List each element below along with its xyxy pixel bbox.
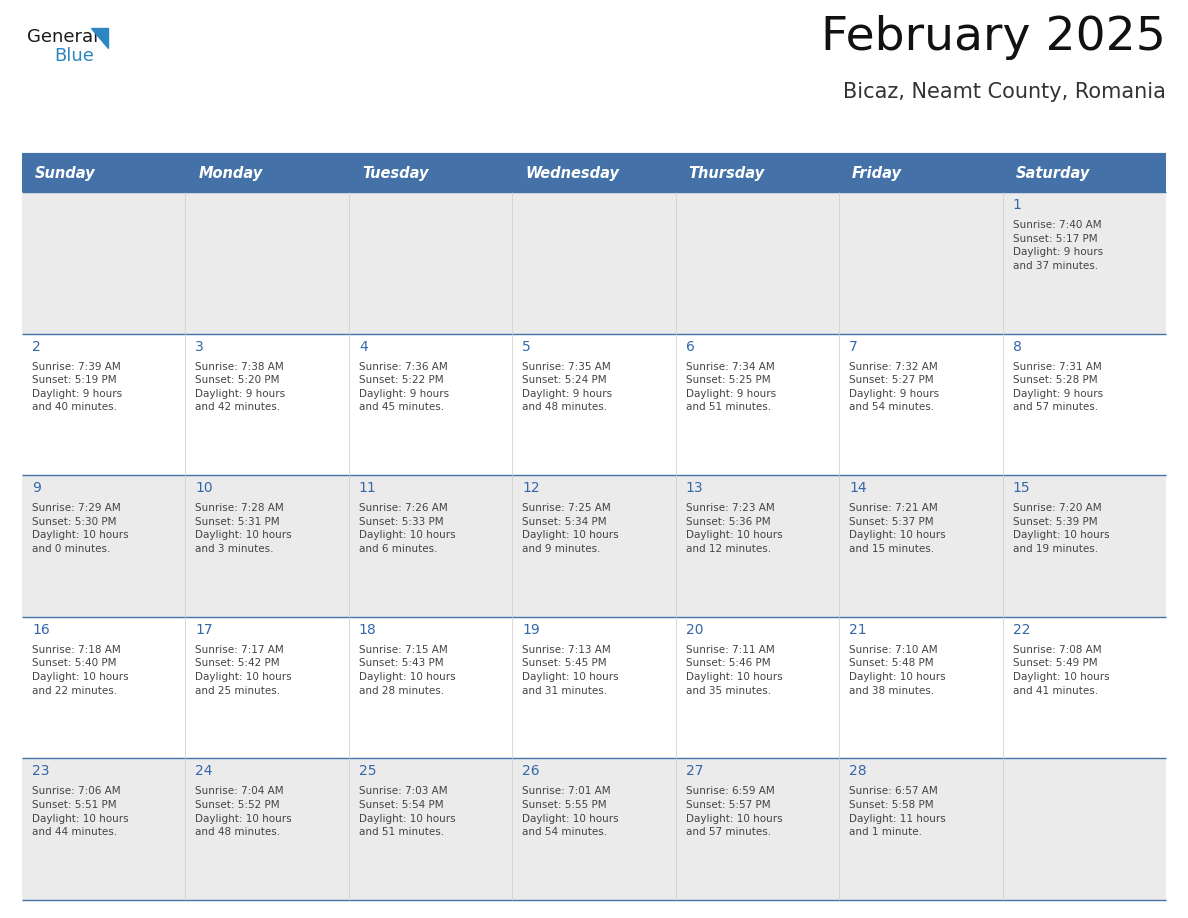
Text: 7: 7 [849,340,858,353]
Text: Sunrise: 7:40 AM
Sunset: 5:17 PM
Daylight: 9 hours
and 37 minutes.: Sunrise: 7:40 AM Sunset: 5:17 PM Dayligh… [1012,220,1102,271]
Text: Sunday: Sunday [34,166,95,181]
Text: 3: 3 [196,340,204,353]
Text: Sunrise: 7:39 AM
Sunset: 5:19 PM
Daylight: 9 hours
and 40 minutes.: Sunrise: 7:39 AM Sunset: 5:19 PM Dayligh… [32,362,122,412]
Text: Sunrise: 7:34 AM
Sunset: 5:25 PM
Daylight: 9 hours
and 51 minutes.: Sunrise: 7:34 AM Sunset: 5:25 PM Dayligh… [685,362,776,412]
Text: Sunrise: 7:26 AM
Sunset: 5:33 PM
Daylight: 10 hours
and 6 minutes.: Sunrise: 7:26 AM Sunset: 5:33 PM Dayligh… [359,503,455,554]
Text: 14: 14 [849,481,867,495]
Text: Sunrise: 7:31 AM
Sunset: 5:28 PM
Daylight: 9 hours
and 57 minutes.: Sunrise: 7:31 AM Sunset: 5:28 PM Dayligh… [1012,362,1102,412]
Text: 26: 26 [523,765,539,778]
Text: 23: 23 [32,765,50,778]
Text: 4: 4 [359,340,367,353]
Text: Thursday: Thursday [689,166,765,181]
Text: Sunrise: 7:10 AM
Sunset: 5:48 PM
Daylight: 10 hours
and 38 minutes.: Sunrise: 7:10 AM Sunset: 5:48 PM Dayligh… [849,644,946,696]
Text: 18: 18 [359,622,377,637]
Text: Saturday: Saturday [1016,166,1089,181]
Text: 11: 11 [359,481,377,495]
Text: 15: 15 [1012,481,1030,495]
Bar [185,155,349,192]
Bar [23,617,1165,758]
Text: Sunrise: 7:08 AM
Sunset: 5:49 PM
Daylight: 10 hours
and 41 minutes.: Sunrise: 7:08 AM Sunset: 5:49 PM Dayligh… [1012,644,1110,696]
Polygon shape [91,28,108,48]
Text: 10: 10 [196,481,213,495]
Text: 19: 19 [523,622,541,637]
Text: Friday: Friday [852,166,902,181]
Text: Wednesday: Wednesday [525,166,619,181]
Text: 28: 28 [849,765,867,778]
Text: 25: 25 [359,765,377,778]
Text: Sunrise: 7:18 AM
Sunset: 5:40 PM
Daylight: 10 hours
and 22 minutes.: Sunrise: 7:18 AM Sunset: 5:40 PM Dayligh… [32,644,128,696]
Text: 13: 13 [685,481,703,495]
Text: Sunrise: 7:35 AM
Sunset: 5:24 PM
Daylight: 9 hours
and 48 minutes.: Sunrise: 7:35 AM Sunset: 5:24 PM Dayligh… [523,362,612,412]
Text: 5: 5 [523,340,531,353]
Text: 9: 9 [32,481,40,495]
Bar [23,758,1165,900]
Text: 1: 1 [1012,198,1022,212]
Text: 17: 17 [196,622,213,637]
Text: 12: 12 [523,481,539,495]
Text: Sunrise: 7:11 AM
Sunset: 5:46 PM
Daylight: 10 hours
and 35 minutes.: Sunrise: 7:11 AM Sunset: 5:46 PM Dayligh… [685,644,783,696]
Text: General: General [27,28,99,46]
Text: Sunrise: 7:01 AM
Sunset: 5:55 PM
Daylight: 10 hours
and 54 minutes.: Sunrise: 7:01 AM Sunset: 5:55 PM Dayligh… [523,787,619,837]
Bar [23,192,1165,333]
Text: Sunrise: 6:59 AM
Sunset: 5:57 PM
Daylight: 10 hours
and 57 minutes.: Sunrise: 6:59 AM Sunset: 5:57 PM Dayligh… [685,787,783,837]
Text: Sunrise: 6:57 AM
Sunset: 5:58 PM
Daylight: 11 hours
and 1 minute.: Sunrise: 6:57 AM Sunset: 5:58 PM Dayligh… [849,787,946,837]
Text: Sunrise: 7:13 AM
Sunset: 5:45 PM
Daylight: 10 hours
and 31 minutes.: Sunrise: 7:13 AM Sunset: 5:45 PM Dayligh… [523,644,619,696]
Text: Sunrise: 7:29 AM
Sunset: 5:30 PM
Daylight: 10 hours
and 0 minutes.: Sunrise: 7:29 AM Sunset: 5:30 PM Dayligh… [32,503,128,554]
Text: Sunrise: 7:36 AM
Sunset: 5:22 PM
Daylight: 9 hours
and 45 minutes.: Sunrise: 7:36 AM Sunset: 5:22 PM Dayligh… [359,362,449,412]
Text: Sunrise: 7:03 AM
Sunset: 5:54 PM
Daylight: 10 hours
and 51 minutes.: Sunrise: 7:03 AM Sunset: 5:54 PM Dayligh… [359,787,455,837]
Text: Sunrise: 7:17 AM
Sunset: 5:42 PM
Daylight: 10 hours
and 25 minutes.: Sunrise: 7:17 AM Sunset: 5:42 PM Dayligh… [196,644,292,696]
Text: February 2025: February 2025 [821,15,1165,60]
Bar [839,155,1003,192]
Text: Sunrise: 7:32 AM
Sunset: 5:27 PM
Daylight: 9 hours
and 54 minutes.: Sunrise: 7:32 AM Sunset: 5:27 PM Dayligh… [849,362,940,412]
Text: 21: 21 [849,622,867,637]
Text: Sunrise: 7:06 AM
Sunset: 5:51 PM
Daylight: 10 hours
and 44 minutes.: Sunrise: 7:06 AM Sunset: 5:51 PM Dayligh… [32,787,128,837]
Bar [512,155,676,192]
Bar [676,155,839,192]
Text: Sunrise: 7:38 AM
Sunset: 5:20 PM
Daylight: 9 hours
and 42 minutes.: Sunrise: 7:38 AM Sunset: 5:20 PM Dayligh… [196,362,285,412]
Bar [23,476,1165,617]
Text: Monday: Monday [198,166,263,181]
Text: Bicaz, Neamt County, Romania: Bicaz, Neamt County, Romania [843,82,1165,102]
Bar [23,333,1165,476]
Text: 24: 24 [196,765,213,778]
Bar [349,155,512,192]
Text: Sunrise: 7:28 AM
Sunset: 5:31 PM
Daylight: 10 hours
and 3 minutes.: Sunrise: 7:28 AM Sunset: 5:31 PM Dayligh… [196,503,292,554]
Text: Blue: Blue [53,47,94,65]
Bar [1003,155,1165,192]
Text: Sunrise: 7:21 AM
Sunset: 5:37 PM
Daylight: 10 hours
and 15 minutes.: Sunrise: 7:21 AM Sunset: 5:37 PM Dayligh… [849,503,946,554]
Text: 16: 16 [32,622,50,637]
Text: Sunrise: 7:20 AM
Sunset: 5:39 PM
Daylight: 10 hours
and 19 minutes.: Sunrise: 7:20 AM Sunset: 5:39 PM Dayligh… [1012,503,1110,554]
Text: Sunrise: 7:15 AM
Sunset: 5:43 PM
Daylight: 10 hours
and 28 minutes.: Sunrise: 7:15 AM Sunset: 5:43 PM Dayligh… [359,644,455,696]
Text: 20: 20 [685,622,703,637]
Text: 6: 6 [685,340,695,353]
Text: Sunrise: 7:23 AM
Sunset: 5:36 PM
Daylight: 10 hours
and 12 minutes.: Sunrise: 7:23 AM Sunset: 5:36 PM Dayligh… [685,503,783,554]
Text: 8: 8 [1012,340,1022,353]
Text: 22: 22 [1012,622,1030,637]
Text: 27: 27 [685,765,703,778]
Text: Tuesday: Tuesday [362,166,429,181]
Text: Sunrise: 7:04 AM
Sunset: 5:52 PM
Daylight: 10 hours
and 48 minutes.: Sunrise: 7:04 AM Sunset: 5:52 PM Dayligh… [196,787,292,837]
Bar [23,155,185,192]
Text: Sunrise: 7:25 AM
Sunset: 5:34 PM
Daylight: 10 hours
and 9 minutes.: Sunrise: 7:25 AM Sunset: 5:34 PM Dayligh… [523,503,619,554]
Text: 2: 2 [32,340,40,353]
